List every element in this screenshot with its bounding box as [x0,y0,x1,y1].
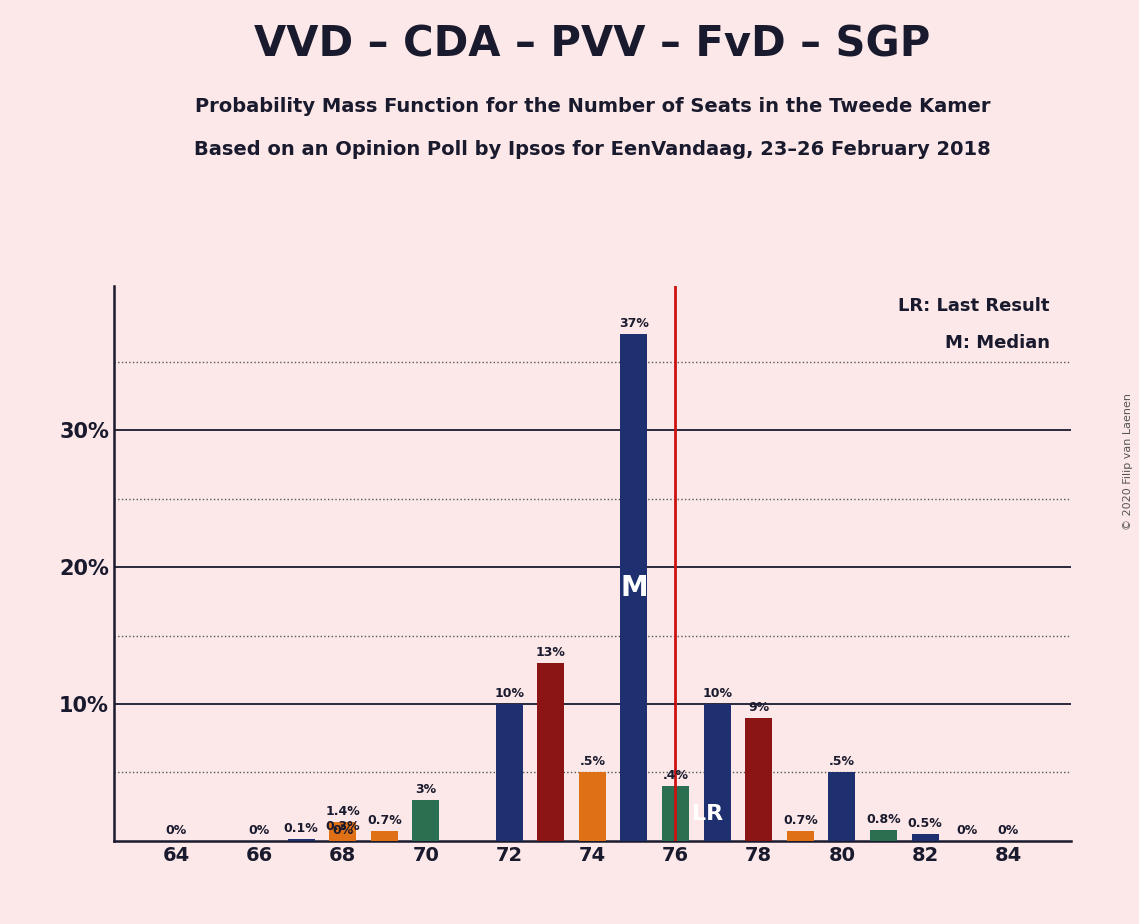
Text: 1.4%: 1.4% [326,805,360,818]
Text: M: Median: M: Median [945,334,1050,352]
Text: .5%: .5% [829,755,855,768]
Bar [787,832,813,841]
Text: © 2020 Filip van Laenen: © 2020 Filip van Laenen [1123,394,1133,530]
Text: 0%: 0% [998,823,1019,837]
Text: 13%: 13% [535,646,566,659]
Text: 37%: 37% [618,317,649,330]
Bar [495,704,523,841]
Text: 0.7%: 0.7% [367,814,402,827]
Text: LR: Last Result: LR: Last Result [899,298,1050,315]
Bar [621,334,647,841]
Text: 10%: 10% [702,687,732,699]
Text: .4%: .4% [663,769,688,782]
Text: .5%: .5% [580,755,605,768]
Bar [538,663,564,841]
Bar [870,830,898,841]
Text: 3%: 3% [416,783,436,796]
Bar [371,832,398,841]
Text: 0.1%: 0.1% [284,822,319,835]
Bar [662,786,689,841]
Bar [287,840,314,841]
Text: 10%: 10% [494,687,524,699]
Bar [828,772,855,841]
Text: 0%: 0% [165,823,187,837]
Bar [911,834,939,841]
Text: LR: LR [693,805,723,824]
Text: 9%: 9% [748,700,769,713]
Text: 0%: 0% [956,823,977,837]
Bar [329,821,357,841]
Text: M: M [620,574,648,602]
Text: 0.3%: 0.3% [326,820,360,833]
Text: 0.7%: 0.7% [782,814,818,827]
Text: 0%: 0% [333,823,353,837]
Text: Based on an Opinion Poll by Ipsos for EenVandaag, 23–26 February 2018: Based on an Opinion Poll by Ipsos for Ee… [194,140,991,160]
Bar [412,800,440,841]
Text: 0.5%: 0.5% [908,817,942,830]
Bar [745,718,772,841]
Text: VVD – CDA – PVV – FvD – SGP: VVD – CDA – PVV – FvD – SGP [254,23,931,65]
Bar [579,772,606,841]
Bar [704,704,730,841]
Text: 0%: 0% [248,823,270,837]
Text: Probability Mass Function for the Number of Seats in the Tweede Kamer: Probability Mass Function for the Number… [195,97,990,116]
Bar [329,837,357,841]
Text: 0.8%: 0.8% [866,813,901,826]
